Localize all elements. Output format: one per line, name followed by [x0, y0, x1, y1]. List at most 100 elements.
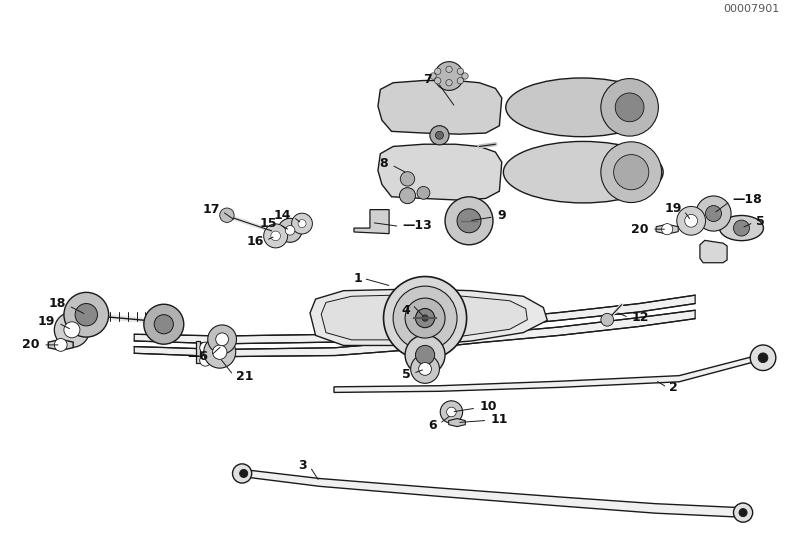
Polygon shape — [134, 295, 695, 344]
Circle shape — [440, 401, 463, 423]
Circle shape — [417, 187, 430, 199]
Circle shape — [405, 298, 445, 338]
Polygon shape — [354, 210, 389, 234]
Circle shape — [204, 336, 236, 368]
Text: 16: 16 — [246, 235, 264, 248]
Text: 8: 8 — [380, 157, 388, 170]
Circle shape — [384, 277, 467, 359]
Circle shape — [445, 197, 493, 245]
Circle shape — [457, 78, 463, 84]
Text: 17: 17 — [202, 203, 220, 216]
Circle shape — [733, 503, 753, 522]
Circle shape — [54, 339, 67, 351]
Polygon shape — [321, 295, 527, 340]
Text: 5: 5 — [756, 215, 765, 228]
Circle shape — [216, 333, 229, 345]
Circle shape — [298, 220, 306, 228]
Circle shape — [64, 322, 80, 338]
Circle shape — [696, 196, 731, 231]
Circle shape — [750, 345, 776, 371]
Text: 19: 19 — [38, 315, 55, 328]
Polygon shape — [244, 470, 739, 517]
Circle shape — [601, 314, 614, 326]
Circle shape — [393, 286, 457, 350]
Circle shape — [446, 79, 452, 86]
Text: 4: 4 — [402, 304, 411, 316]
Circle shape — [457, 209, 481, 233]
Circle shape — [435, 78, 441, 84]
Text: 6: 6 — [428, 419, 437, 433]
Polygon shape — [134, 310, 695, 357]
Circle shape — [614, 155, 649, 190]
Text: 12: 12 — [631, 311, 649, 324]
Circle shape — [758, 353, 768, 363]
Circle shape — [615, 93, 644, 122]
Polygon shape — [334, 355, 759, 392]
Circle shape — [292, 213, 312, 234]
Circle shape — [457, 68, 463, 74]
Text: 9: 9 — [497, 209, 506, 222]
Circle shape — [446, 66, 452, 73]
Circle shape — [400, 188, 415, 203]
Polygon shape — [656, 224, 678, 234]
Polygon shape — [310, 289, 547, 345]
Text: 14: 14 — [273, 209, 291, 222]
Circle shape — [233, 464, 252, 483]
Text: 15: 15 — [260, 217, 277, 230]
Circle shape — [411, 354, 439, 383]
Ellipse shape — [720, 215, 764, 240]
Circle shape — [447, 407, 456, 417]
Circle shape — [400, 172, 415, 186]
Circle shape — [64, 292, 109, 337]
Circle shape — [435, 131, 443, 139]
Text: 11: 11 — [491, 413, 508, 426]
Text: 20: 20 — [631, 222, 649, 236]
Circle shape — [601, 79, 658, 136]
Circle shape — [430, 126, 449, 145]
Text: 18: 18 — [48, 297, 66, 310]
Circle shape — [435, 61, 463, 91]
Polygon shape — [196, 341, 214, 363]
Circle shape — [240, 470, 248, 477]
Circle shape — [154, 315, 173, 334]
Circle shape — [200, 342, 211, 353]
Text: 3: 3 — [298, 458, 307, 472]
Circle shape — [144, 304, 184, 344]
Circle shape — [264, 224, 288, 248]
Circle shape — [54, 312, 89, 347]
Circle shape — [208, 325, 237, 354]
Text: 5: 5 — [402, 368, 411, 381]
Text: 20: 20 — [22, 338, 40, 351]
Polygon shape — [700, 240, 727, 263]
Circle shape — [419, 363, 431, 375]
Circle shape — [677, 206, 706, 235]
Text: 2: 2 — [669, 381, 678, 395]
Circle shape — [601, 142, 662, 202]
Text: —18: —18 — [733, 193, 762, 206]
Circle shape — [706, 206, 721, 221]
Circle shape — [75, 304, 97, 326]
Circle shape — [422, 315, 428, 321]
Text: 10: 10 — [479, 400, 497, 414]
Circle shape — [435, 68, 441, 74]
Circle shape — [405, 335, 445, 375]
Text: 19: 19 — [664, 202, 682, 215]
Circle shape — [213, 345, 227, 359]
Circle shape — [278, 219, 302, 242]
Circle shape — [415, 345, 435, 364]
Circle shape — [685, 215, 698, 227]
Polygon shape — [449, 419, 465, 427]
Ellipse shape — [506, 78, 658, 137]
Circle shape — [415, 309, 435, 328]
Circle shape — [662, 224, 673, 235]
Text: 7: 7 — [423, 73, 431, 86]
Text: 21: 21 — [236, 370, 253, 383]
Circle shape — [739, 509, 747, 517]
Polygon shape — [378, 80, 502, 134]
Circle shape — [462, 73, 468, 79]
Circle shape — [430, 73, 436, 79]
Ellipse shape — [503, 141, 663, 203]
Circle shape — [271, 231, 280, 241]
Circle shape — [733, 220, 749, 236]
Text: 00007901: 00007901 — [723, 4, 779, 14]
